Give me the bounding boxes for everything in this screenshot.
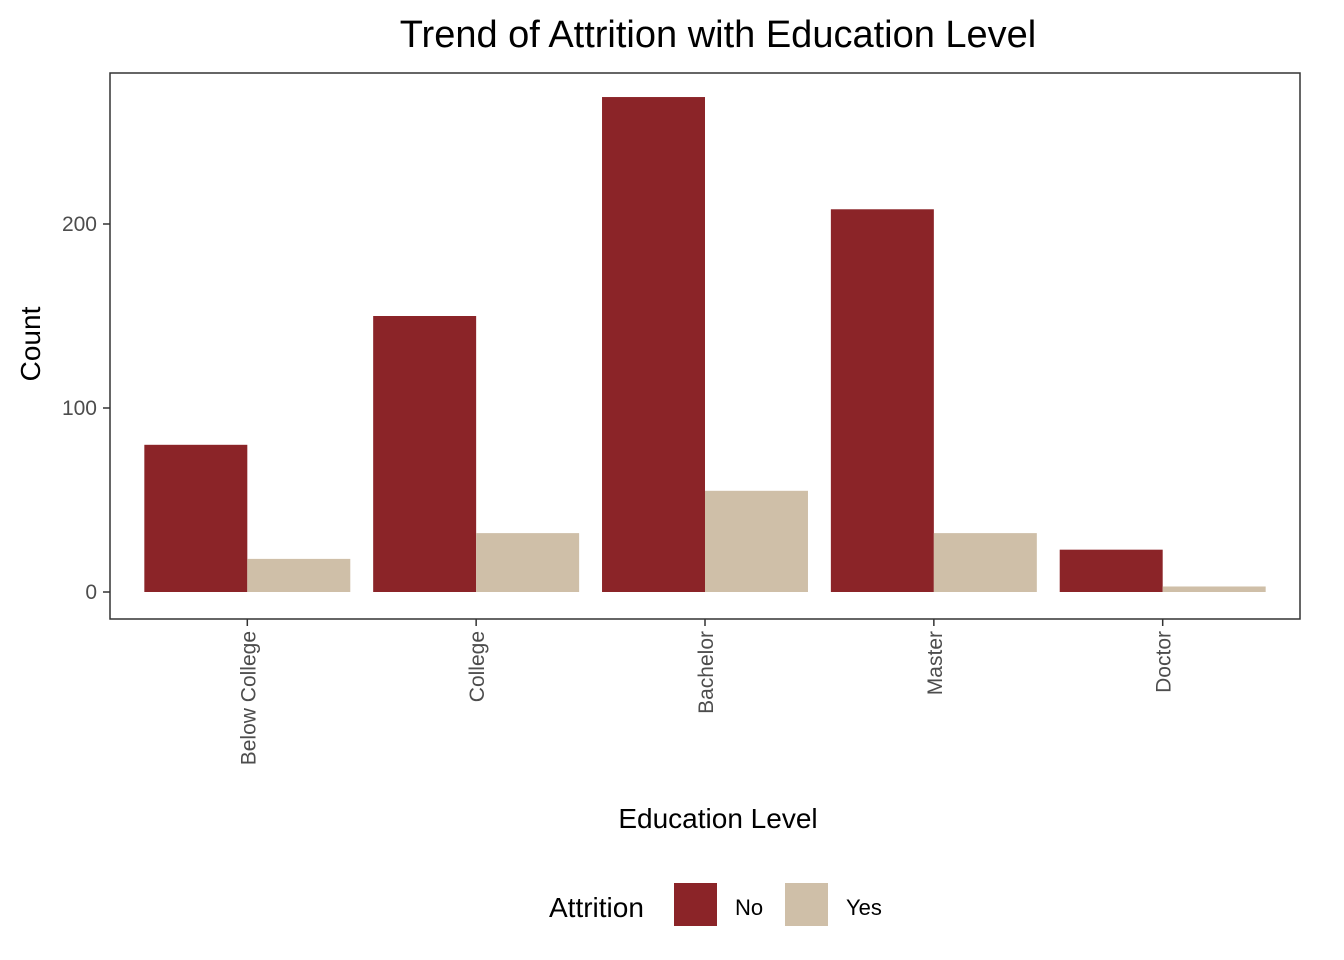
bar-no-bachelor: [602, 97, 705, 592]
bar-yes-bachelor: [705, 490, 808, 592]
legend-title: Attrition: [549, 892, 644, 923]
bar-no-master: [830, 209, 934, 592]
x-axis-title: Education Level: [618, 803, 817, 834]
bars-layer: [144, 97, 1266, 592]
x-tick-label: Doctor: [1153, 631, 1176, 693]
bar-no-below-college: [144, 444, 248, 592]
bar-yes-college: [476, 533, 580, 592]
bar-yes-master: [933, 533, 1037, 592]
x-tick-label: Bachelor: [695, 631, 718, 714]
y-axis: 0 100 200: [62, 213, 110, 604]
legend: Attrition No Yes: [549, 883, 882, 926]
x-axis: Below College College Bachelor Master Doctor: [237, 619, 1176, 765]
y-tick-label: 100: [62, 397, 97, 420]
legend-label-no: No: [735, 895, 763, 920]
y-axis-title: Count: [15, 306, 46, 381]
bar-yes-doctor: [1162, 586, 1266, 592]
bar-yes-below-college: [247, 558, 351, 592]
y-tick-label: 200: [62, 213, 97, 236]
legend-swatch-yes: [785, 883, 828, 926]
chart-title: Trend of Attrition with Education Level: [400, 14, 1037, 56]
bar-no-college: [373, 316, 477, 592]
legend-swatch-no: [674, 883, 717, 926]
y-tick-label: 0: [85, 581, 97, 604]
x-tick-label: College: [466, 631, 489, 702]
bar-no-doctor: [1059, 549, 1163, 592]
x-tick-label: Master: [924, 631, 947, 695]
legend-label-yes: Yes: [846, 895, 882, 920]
x-tick-label: Below College: [237, 631, 260, 765]
